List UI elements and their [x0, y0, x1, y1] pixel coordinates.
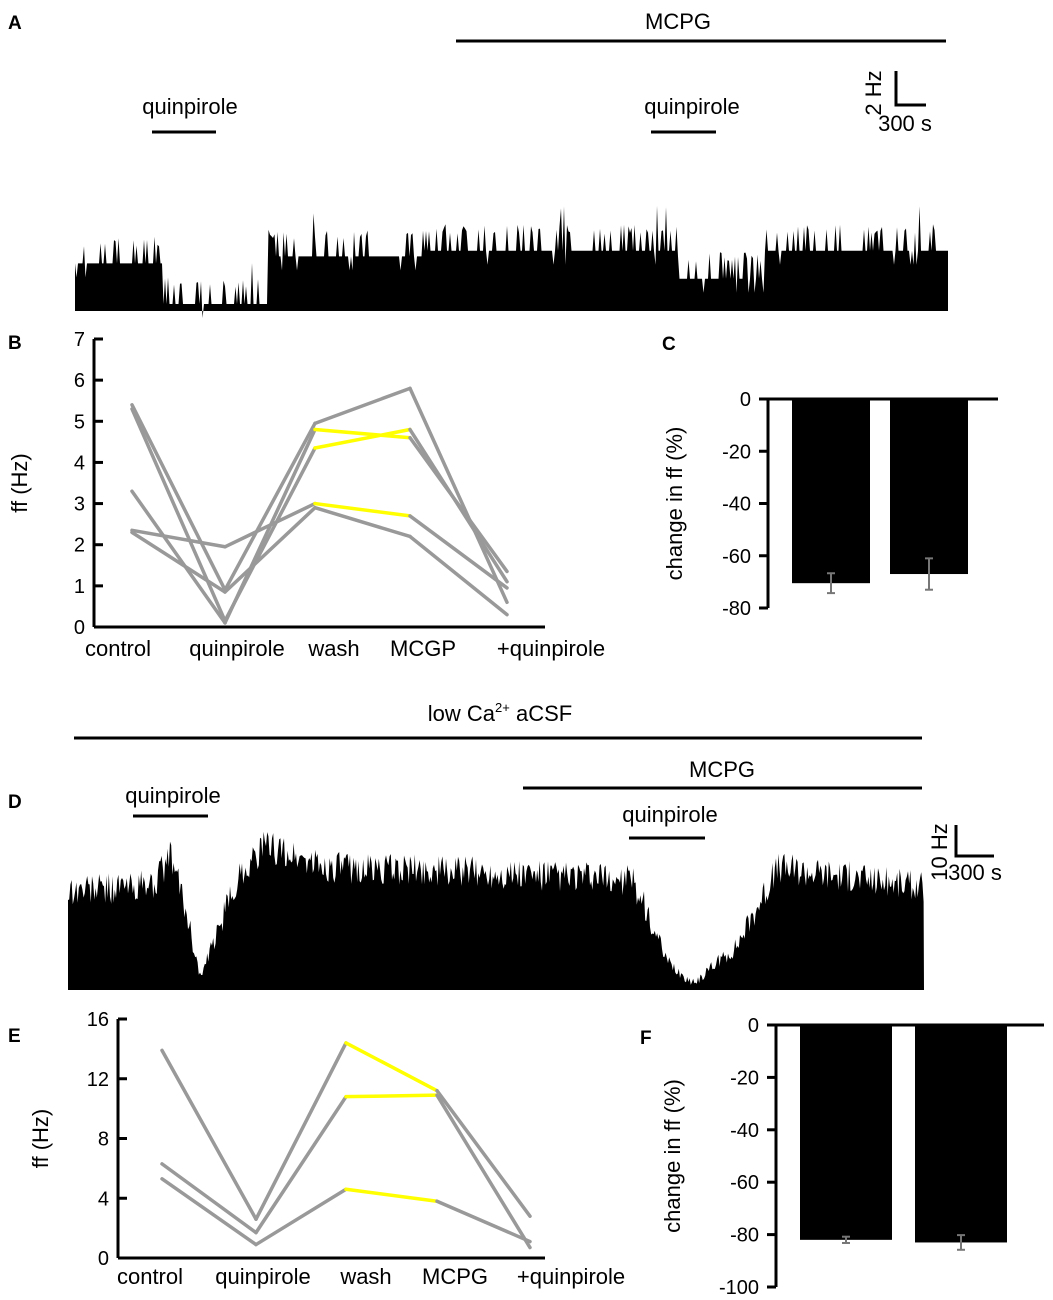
c-ylabel: change in ff (%) [662, 427, 687, 581]
e-ytick-label-1: 4 [98, 1188, 109, 1210]
b-series-4-segment-3 [313, 501, 412, 518]
b-series-1-segment-3 [313, 386, 412, 426]
e-ylabel: ff (Hz) [28, 1109, 53, 1168]
b-ytick-label-1: 1 [74, 576, 85, 598]
b-ylabel: ff (Hz) [7, 453, 32, 512]
d-quinpirole-label-2: quinpirole [622, 802, 717, 827]
a-quinpirole-label-2: quinpirole [644, 94, 739, 119]
b-xtick-label-1: quinpirole [189, 636, 284, 661]
e-ytick-label-3: 12 [87, 1069, 109, 1091]
b-series-5-segment-3 [313, 505, 412, 539]
b-series-4-segment-2 [223, 501, 317, 549]
a-mcpg-label: MCPG [645, 9, 711, 34]
f-ytick-label-3: -60 [730, 1172, 759, 1194]
panel-label-f: F [640, 1028, 652, 1049]
e-series-1-segment-3 [344, 1041, 439, 1093]
b-xtick-label-2: wash [307, 636, 359, 661]
d-quinpirole-label-1: quinpirole [125, 783, 220, 808]
chart-f: 0 -20 -40 -60 -80 -100 change in ff (%) [660, 1015, 1044, 1299]
b-ytick-label-6: 6 [74, 370, 85, 392]
panel-label-c: C [662, 334, 676, 355]
chart-c: 0 -20 -40 -60 -80 change in ff (%) [662, 389, 998, 620]
d-rate-histogram [68, 831, 924, 990]
c-ytick-label-4: -80 [722, 598, 751, 620]
b-series-1-segment-1 [130, 403, 227, 592]
e-ytick-label-4: 16 [87, 1009, 109, 1031]
b-xtick-label-4: +quinpirole [497, 636, 605, 661]
panel-label-d: D [8, 792, 22, 813]
e-series-3-segment-2 [254, 1187, 348, 1247]
e-series-1-segment-1 [160, 1048, 258, 1221]
c-bar-1 [792, 399, 870, 584]
f-ytick-label-0: 0 [748, 1015, 759, 1037]
b-series-3-segment-1 [130, 489, 227, 625]
f-ytick-label-2: -40 [730, 1120, 759, 1142]
b-series-5-segment-2 [223, 505, 317, 594]
d-condition-label: low Ca2+ aCSF [428, 700, 572, 726]
panel-label-e: E [8, 1026, 21, 1047]
b-series-1-segment-2 [223, 421, 317, 592]
e-series-3-segment-4 [435, 1199, 532, 1244]
f-bar-2 [915, 1025, 1007, 1243]
e-ytick-label-2: 8 [98, 1129, 109, 1151]
e-series-3-segment-1 [160, 1177, 258, 1247]
f-ytick-label-4: -80 [730, 1225, 759, 1247]
d-scale-bar [954, 825, 994, 858]
b-xtick-label-3: MCGP [390, 636, 456, 661]
chart-e: 0 4 8 12 16 ff (Hz) control quinpirole wash MCPG +… [28, 1009, 625, 1289]
b-ytick-label-7: 7 [74, 329, 85, 351]
chart-b: 0 1 2 3 4 5 6 7 ff (Hz) control quinpirole wash MCGP… [7, 329, 605, 661]
b-series-1-segment-4 [408, 386, 509, 605]
b-ytick-label-5: 5 [74, 411, 85, 433]
b-series-3-segment-4 [408, 435, 509, 574]
e-xtick-label-2: wash [339, 1264, 391, 1289]
e-series-2-segment-2 [254, 1094, 348, 1235]
c-ytick-label-0: 0 [740, 389, 751, 411]
d-scale-x-label: 300 s [948, 860, 1002, 885]
b-ytick-label-0: 0 [74, 617, 85, 639]
e-series-2-segment-3 [344, 1093, 439, 1099]
b-ytick-label-4: 4 [74, 452, 85, 474]
f-ytick-label-5: -100 [719, 1277, 759, 1299]
b-ytick-label-2: 2 [74, 535, 85, 557]
b-series-2-segment-1 [130, 407, 227, 623]
b-series-4-segment-1 [130, 528, 227, 549]
c-bar-2 [890, 399, 968, 575]
c-ytick-label-2: -40 [722, 494, 751, 516]
e-xtick-label-1: quinpirole [215, 1264, 310, 1289]
e-series-3-segment-3 [344, 1187, 439, 1203]
panel-label-a: A [8, 13, 22, 34]
e-series-1-segment-4 [435, 1088, 532, 1218]
e-series-1-segment-2 [254, 1041, 348, 1221]
panel-label-b: B [8, 333, 22, 354]
a-scale-x-label: 300 s [878, 111, 932, 136]
c-ytick-label-3: -60 [722, 546, 751, 568]
f-ytick-label-1: -20 [730, 1067, 759, 1089]
e-ytick-label-0: 0 [98, 1248, 109, 1270]
b-series-5-segment-4 [408, 534, 509, 617]
b-ytick-label-3: 3 [74, 494, 85, 516]
a-quinpirole-label-1: quinpirole [142, 94, 237, 119]
e-series-2-segment-1 [160, 1162, 258, 1235]
f-bar-1 [800, 1025, 892, 1240]
e-series-2-segment-4 [435, 1093, 532, 1250]
d-scale-y-label: 10 Hz [927, 823, 952, 880]
c-ytick-label-1: -20 [722, 441, 751, 463]
a-scale-y-label: 2 Hz [861, 70, 886, 115]
d-mcpg-label: MCPG [689, 757, 755, 782]
a-rate-histogram [75, 205, 948, 318]
b-series-5-segment-1 [130, 530, 227, 594]
a-scale-bar [894, 71, 926, 107]
e-xtick-label-3: MCPG [422, 1264, 488, 1289]
b-series-2-segment-3 [313, 427, 412, 450]
e-xtick-label-4: +quinpirole [517, 1264, 625, 1289]
b-series-4-segment-4 [408, 514, 509, 590]
b-series-3-segment-3 [313, 427, 412, 440]
e-xtick-label-0: control [117, 1264, 183, 1289]
f-ylabel: change in ff (%) [660, 1079, 685, 1233]
b-xtick-label-0: control [85, 636, 151, 661]
